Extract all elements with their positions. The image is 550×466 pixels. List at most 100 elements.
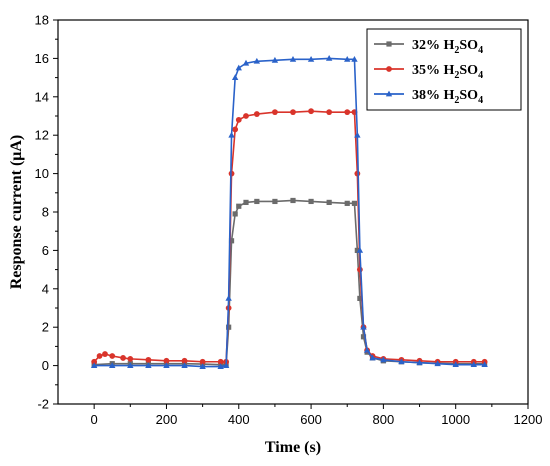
series-0-point-16 [290,197,296,204]
series-2-point-2 [127,362,134,368]
x-axis-title: Time (s) [265,439,321,456]
series-1-point-6 [145,356,152,363]
series-2-point-10 [228,131,235,138]
y-tick-label-3: 4 [42,281,49,296]
series-0-point-13 [243,199,249,205]
y-tick-label-1: 0 [42,358,49,373]
series-2-point-32 [481,361,488,368]
legend-marker-2 [385,90,393,97]
series-2-point-6 [199,363,206,369]
series-1-point-25 [356,266,363,273]
series-2-point-24 [363,346,371,353]
y-tick-label-0: -2 [37,397,49,412]
legend-label-2: 38% H2SO4 [412,88,483,106]
x-tick-label-2: 400 [228,412,250,427]
series-0-point-12 [236,203,242,209]
y-tick-label-2: 2 [42,320,49,335]
series-0-point-14 [254,198,260,205]
series-0-point-10 [228,238,235,244]
series-0 [91,197,488,368]
series-1-point-10 [217,358,224,365]
y-tick-label-10: 18 [35,13,49,28]
series-2-point-7 [217,363,224,369]
axis-ticks: 0 200 400 600 800 1000 1200 -2 0 2 4 6 8 10 12 14 16 18 [35,13,543,428]
series-0-point-19 [344,200,350,206]
legend-marker-1 [386,66,392,72]
x-tick-label-5: 1000 [441,412,470,427]
series-1-point-18 [272,109,278,116]
series-0-point-20 [351,200,358,206]
series-2-point-1 [109,362,116,368]
series-2-point-17 [307,55,315,62]
series-2 [90,55,488,369]
series-2-point-29 [434,360,441,367]
series-2-point-20 [351,55,358,62]
series-2-point-3 [145,362,152,368]
series-layer [90,55,488,369]
series-2-point-12 [235,64,242,71]
series-2-point-30 [452,361,459,368]
series-0-point-11 [232,211,238,217]
series-1 [91,108,488,365]
x-tick-label-3: 600 [300,412,322,427]
legend-marker-0 [386,41,392,47]
series-1-point-1 [96,353,103,359]
series-2-point-14 [253,57,261,64]
series-0-point-22 [357,295,363,301]
series-0-point-23 [360,334,367,340]
series-2-point-31 [470,361,477,368]
y-tick-label-7: 12 [35,128,49,143]
x-tick-label-0: 0 [91,412,98,427]
legend-label-1: 35% H2SO4 [412,63,483,81]
y-tick-label-6: 10 [35,166,49,181]
series-2-point-19 [344,55,351,62]
y-tick-label-5: 8 [42,205,49,220]
series-2-point-22 [356,247,364,253]
x-tick-label-4: 800 [373,412,395,427]
series-0-point-17 [308,198,314,205]
series-1-point-14 [232,126,239,133]
series-1-point-22 [344,109,351,116]
series-1-point-20 [308,108,314,115]
series-1-point-8 [181,357,188,364]
series-2-point-16 [289,55,297,62]
series-0-point-21 [354,247,360,253]
y-axis-title: Response current (μA) [8,135,25,290]
series-0-point-15 [272,198,278,205]
series-1-point-21 [326,109,333,116]
series-1-point-16 [243,113,249,119]
series-2-point-8 [222,362,230,368]
y-tick-label-4: 6 [42,243,49,258]
series-1-point-5 [127,355,134,362]
series-1-line [93,110,485,363]
series-2-point-9 [225,295,232,301]
series-2-point-5 [181,362,188,368]
series-0-point-18 [326,199,332,205]
series-2-point-18 [325,55,333,61]
legend: 32% H2SO4 35% H2SO4 38% H2SO4 [366,28,522,111]
series-1-point-9 [199,358,206,365]
series-0-line [94,199,485,366]
series-2-point-0 [90,362,98,368]
series-2-point-23 [360,323,367,330]
series-2-point-11 [231,74,239,80]
series-1-point-17 [253,111,260,117]
series-1-point-15 [235,116,242,123]
series-1-point-19 [290,109,296,116]
series-2-point-27 [398,358,405,365]
series-1-point-3 [109,353,116,359]
series-0-point-9 [226,324,232,330]
x-tick-label-6: 1200 [514,412,543,427]
y-tick-label-9: 16 [35,51,49,66]
series-1-point-2 [102,351,108,357]
series-2-point-4 [163,362,170,368]
series-2-point-13 [242,59,250,66]
series-2-point-15 [271,56,279,63]
series-2-point-25 [369,354,376,361]
series-2-point-28 [416,359,423,366]
y-tick-label-8: 14 [35,89,49,104]
series-1-point-0 [91,358,98,365]
series-2-point-26 [380,356,387,363]
x-tick-label-1: 200 [156,412,178,427]
